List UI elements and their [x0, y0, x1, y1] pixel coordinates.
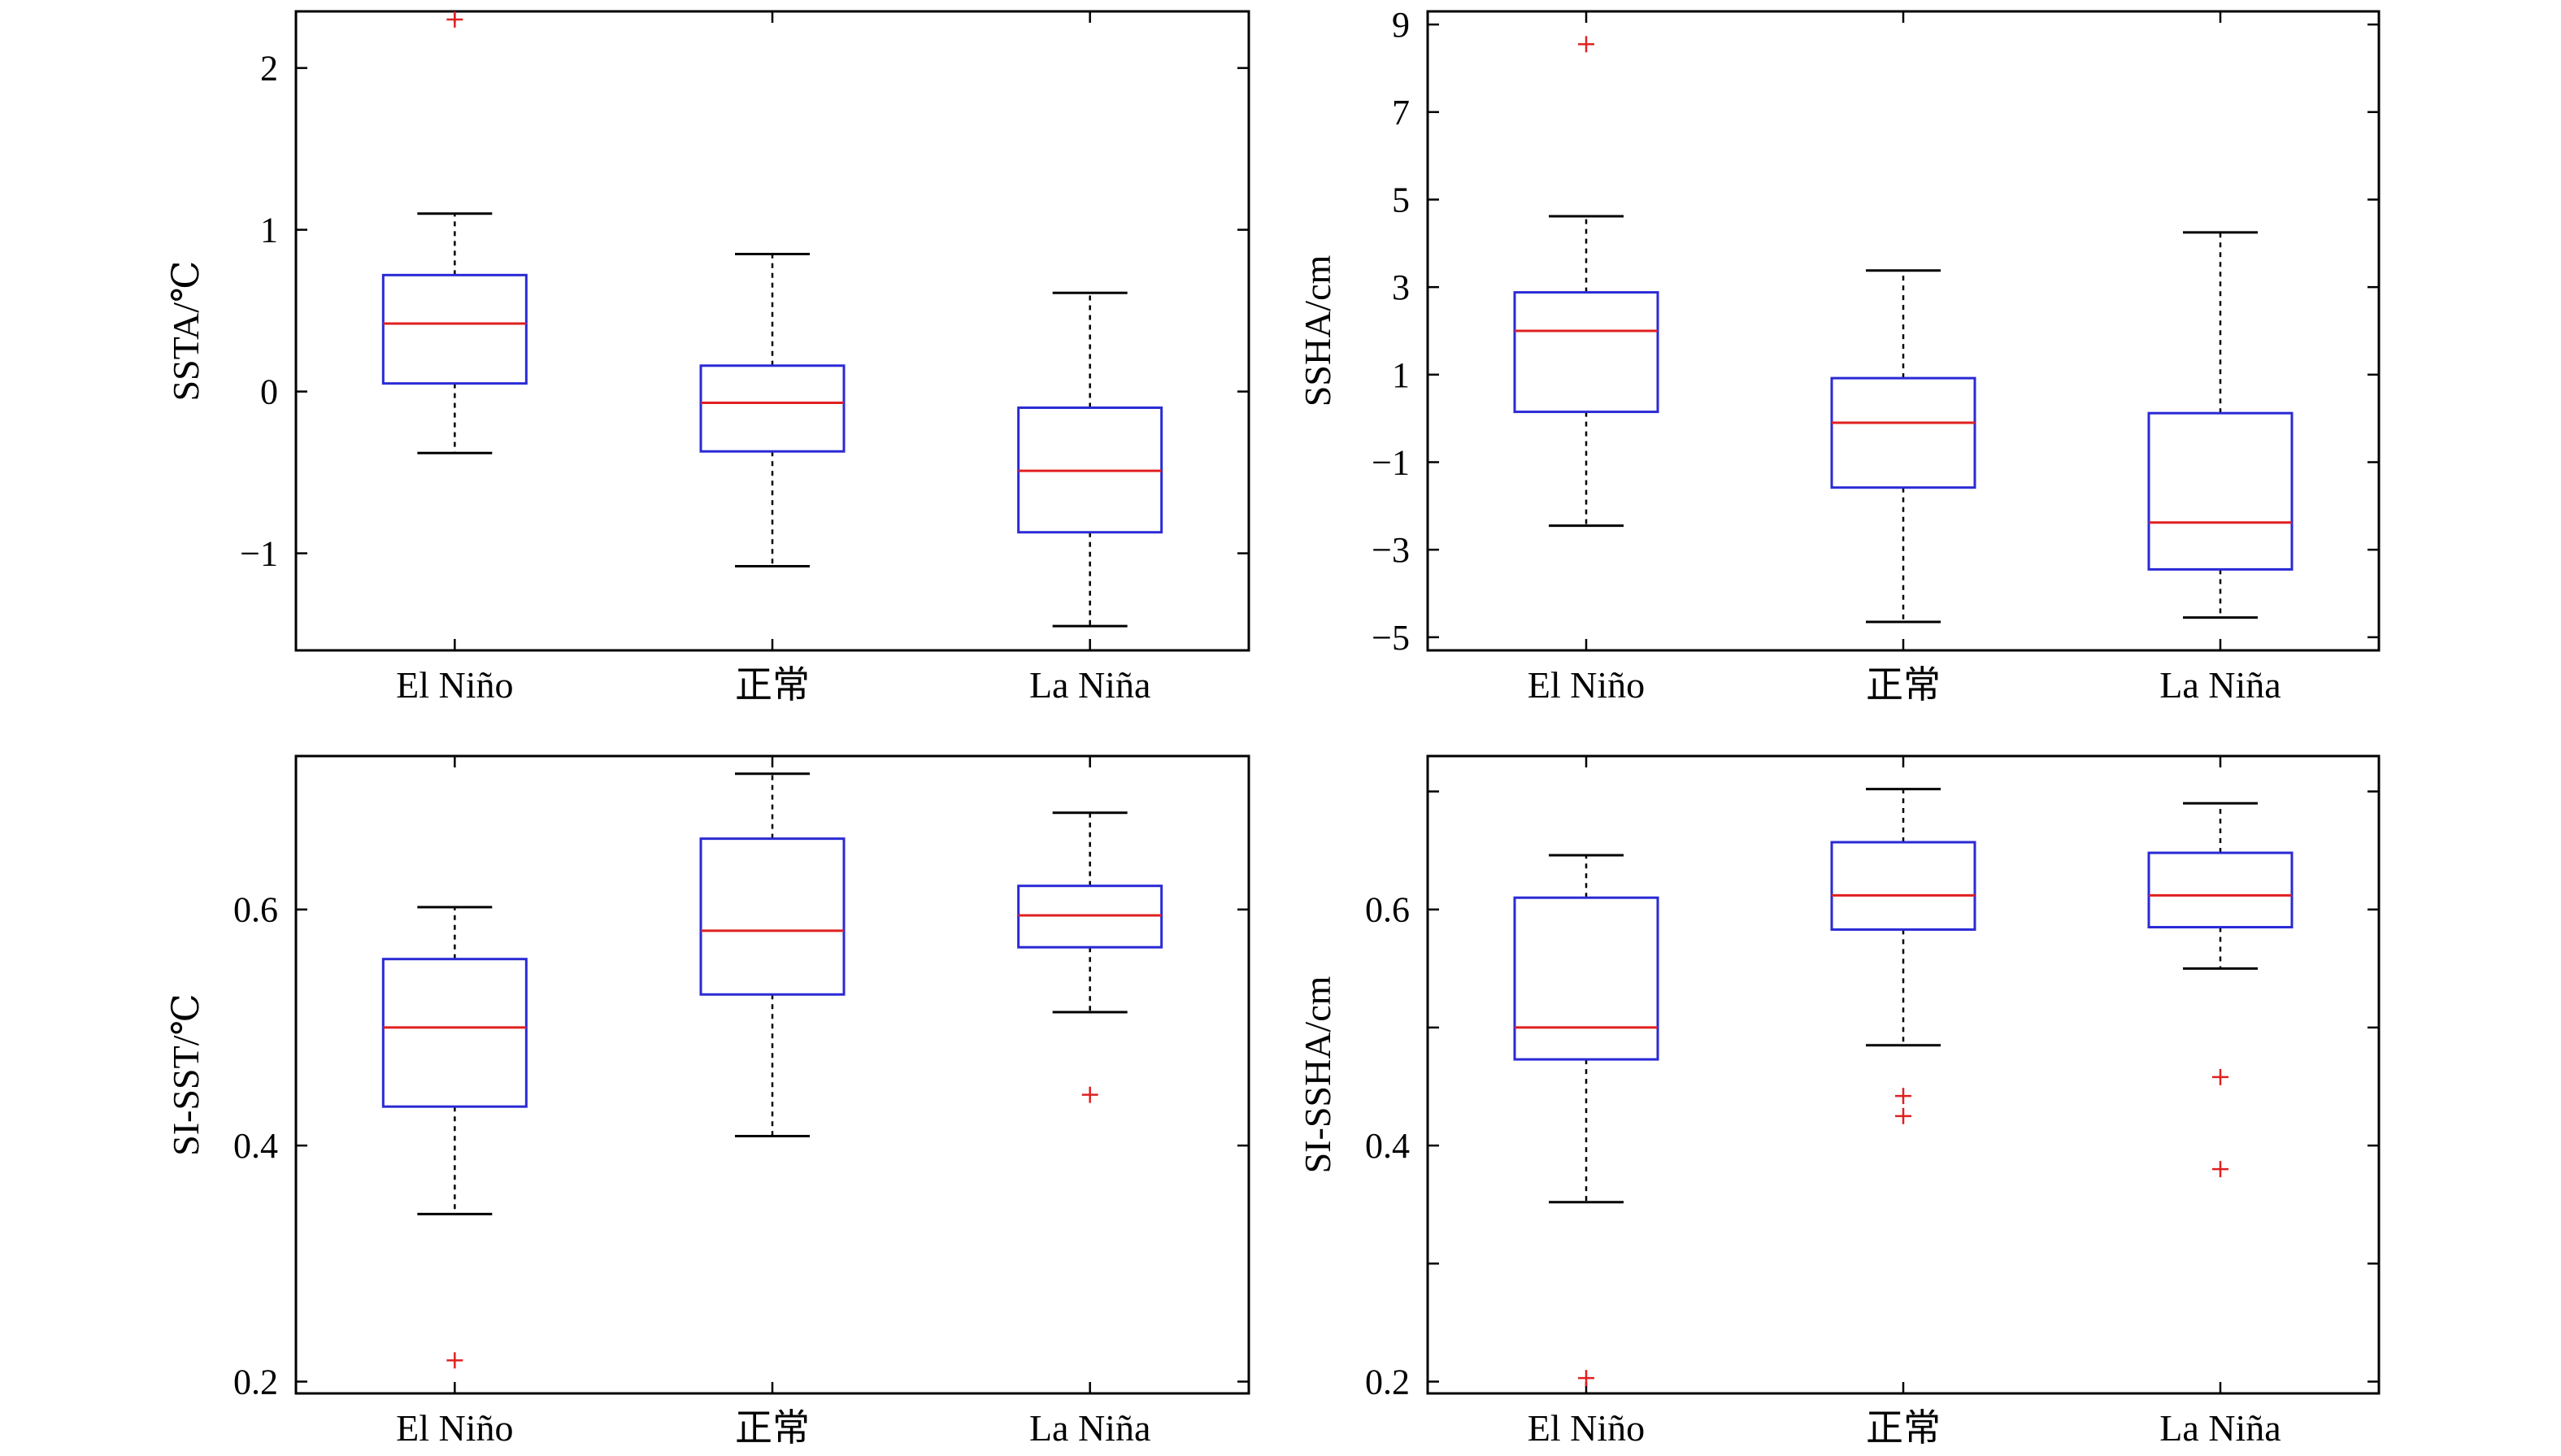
outlier-marker	[446, 11, 463, 28]
y-tick-label: 0.2	[233, 1362, 278, 1402]
box-1	[381, 11, 528, 454]
y-axis-label: SI-SST/℃	[165, 993, 207, 1156]
outlier-marker	[2212, 1161, 2228, 1178]
y-tick-label: 1	[260, 211, 278, 250]
box-iqr	[1830, 376, 1976, 489]
chart-panel-3: 0.2 0.4 0.6 El Niño 正常 La Niña SI-SST/℃	[165, 754, 1250, 1449]
box-iqr	[699, 364, 846, 453]
y-tick-label: 5	[1392, 180, 1410, 219]
x-tick-label: 正常	[735, 664, 810, 706]
box-2	[699, 772, 846, 1137]
chart-panel-1: −1 0 1 2 El Niño 正常 La Niña SSTA/℃	[165, 10, 1250, 706]
outlier-marker	[2212, 1068, 2228, 1085]
x-tick-label: El Niño	[1528, 664, 1645, 706]
outlier-marker	[1081, 1086, 1098, 1103]
y-tick-label: 0.4	[1365, 1126, 1410, 1166]
outlier-marker	[1895, 1107, 1911, 1124]
y-tick-label: 0.4	[233, 1126, 278, 1166]
y-tick-label: 0.2	[1365, 1362, 1410, 1402]
box-iqr	[1830, 841, 1976, 931]
y-tick-label: 0.6	[233, 890, 278, 930]
box-3	[1017, 811, 1163, 1103]
chart-panel-4: 0.2 0.4 0.6 El Niño 正常 La Niña SI-SSHA/cm	[1297, 754, 2381, 1449]
x-tick-label: El Niño	[396, 1407, 513, 1449]
x-tick-label: 正常	[1866, 1407, 1941, 1449]
x-tick-label: La Niña	[2159, 1407, 2281, 1449]
box-2	[699, 252, 846, 568]
y-tick-label: 7	[1392, 93, 1410, 133]
box-1	[381, 906, 528, 1369]
box-iqr	[2147, 411, 2294, 571]
y-tick-label: −5	[1372, 618, 1410, 658]
box-iqr	[381, 958, 528, 1108]
box-3	[2147, 231, 2294, 619]
y-axis-label: SSHA/cm	[1297, 254, 1338, 406]
box-3	[2147, 802, 2294, 1178]
y-tick-label: 2	[260, 49, 278, 89]
box-1	[1513, 854, 1659, 1387]
box-iqr	[699, 837, 846, 996]
y-tick-label: 1	[1392, 355, 1410, 395]
box-iqr	[2147, 851, 2294, 929]
box-iqr	[381, 273, 528, 385]
x-tick-label: El Niño	[396, 664, 513, 706]
y-tick-label: −1	[240, 534, 278, 574]
y-tick-label: −1	[1372, 443, 1410, 483]
y-axis-label: SI-SSHA/cm	[1297, 976, 1338, 1173]
x-tick-label: 正常	[1866, 664, 1941, 706]
y-tick-label: 0.6	[1365, 890, 1410, 930]
outlier-marker	[1895, 1088, 1911, 1105]
outlier-marker	[446, 1352, 463, 1369]
y-tick-label: 3	[1392, 267, 1410, 307]
outlier-marker	[1578, 36, 1594, 53]
box-3	[1017, 291, 1163, 628]
box-iqr	[1513, 896, 1659, 1061]
x-tick-label: La Niña	[1029, 664, 1150, 706]
x-tick-label: 正常	[735, 1407, 810, 1449]
x-tick-label: El Niño	[1528, 1407, 1645, 1449]
outlier-marker	[1578, 1370, 1594, 1387]
box-1	[1513, 36, 1659, 528]
y-tick-label: 9	[1392, 5, 1410, 45]
plot-frame	[294, 10, 1250, 652]
box-2	[1830, 269, 1976, 624]
box-iqr	[1513, 291, 1659, 414]
y-tick-label: 0	[260, 372, 278, 412]
x-tick-label: La Niña	[1029, 1407, 1150, 1449]
y-tick-label: −3	[1372, 530, 1410, 570]
chart-panel-2: −5 −3 −1 1 3 5 7 9 El Niño 正常 La Niña SSHA/cm	[1297, 5, 2381, 706]
x-tick-label: La Niña	[2159, 664, 2281, 706]
box-2	[1830, 788, 1976, 1124]
y-axis-label: SSTA/℃	[165, 260, 207, 401]
